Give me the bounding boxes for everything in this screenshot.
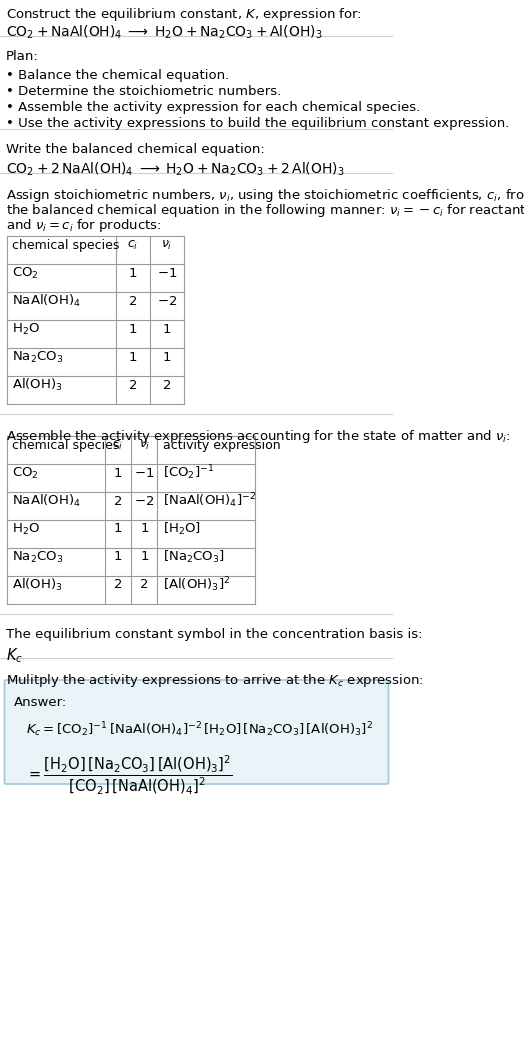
Text: 1: 1 <box>140 551 149 563</box>
Text: 1: 1 <box>129 322 137 336</box>
Text: $\mathrm{Na_2CO_3}$: $\mathrm{Na_2CO_3}$ <box>12 550 63 564</box>
Text: • Determine the stoichiometric numbers.: • Determine the stoichiometric numbers. <box>6 85 281 98</box>
Text: Mulitply the activity expressions to arrive at the $K_c$ expression:: Mulitply the activity expressions to arr… <box>6 672 424 689</box>
Text: • Use the activity expressions to build the equilibrium constant expression.: • Use the activity expressions to build … <box>6 117 509 130</box>
Text: $\mathrm{NaAl(OH)_4}$: $\mathrm{NaAl(OH)_4}$ <box>12 492 81 509</box>
Text: $\nu_i$: $\nu_i$ <box>139 438 150 452</box>
Text: $c_i$: $c_i$ <box>113 438 124 452</box>
Text: $-2$: $-2$ <box>134 495 155 507</box>
Text: and $\nu_i = c_i$ for products:: and $\nu_i = c_i$ for products: <box>6 217 161 234</box>
Text: $\mathrm{Na_2CO_3}$: $\mathrm{Na_2CO_3}$ <box>12 349 63 365</box>
Text: • Assemble the activity expression for each chemical species.: • Assemble the activity expression for e… <box>6 101 420 114</box>
Text: chemical species: chemical species <box>12 438 119 452</box>
Text: 2: 2 <box>162 378 171 392</box>
Text: Answer:: Answer: <box>14 696 67 709</box>
Text: 1: 1 <box>114 523 122 535</box>
Text: $\mathrm{CO_2 + 2\,NaAl(OH)_4 \;\longrightarrow\; H_2O + Na_2CO_3 + 2\,Al(OH)_3}: $\mathrm{CO_2 + 2\,NaAl(OH)_4 \;\longrig… <box>6 161 345 179</box>
Text: 2: 2 <box>140 579 149 591</box>
Text: $K_c$: $K_c$ <box>6 646 23 665</box>
Text: 1: 1 <box>114 467 122 480</box>
Text: $c_i$: $c_i$ <box>127 238 139 251</box>
Text: $K_c = [\mathrm{CO_2}]^{-1}\,[\mathrm{NaAl(OH)_4}]^{-2}\,[\mathrm{H_2O}]\,[\math: $K_c = [\mathrm{CO_2}]^{-1}\,[\mathrm{Na… <box>26 720 373 739</box>
Text: Assign stoichiometric numbers, $\nu_i$, using the stoichiometric coefficients, $: Assign stoichiometric numbers, $\nu_i$, … <box>6 187 524 204</box>
Text: 1: 1 <box>114 551 122 563</box>
Text: 1: 1 <box>162 322 171 336</box>
Text: $[\mathrm{CO_2}]^{-1}$: $[\mathrm{CO_2}]^{-1}$ <box>163 463 215 482</box>
Text: Assemble the activity expressions accounting for the state of matter and $\nu_i$: Assemble the activity expressions accoun… <box>6 428 511 445</box>
Text: $[\mathrm{Na_2CO_3}]$: $[\mathrm{Na_2CO_3}]$ <box>163 549 225 565</box>
Text: $-1$: $-1$ <box>134 467 155 480</box>
Text: $= \dfrac{[\mathrm{H_2O}]\,[\mathrm{Na_2CO_3}]\,[\mathrm{Al(OH)_3}]^2}{[\mathrm{: $= \dfrac{[\mathrm{H_2O}]\,[\mathrm{Na_2… <box>26 754 233 797</box>
Text: $\mathrm{Al(OH)_3}$: $\mathrm{Al(OH)_3}$ <box>12 577 63 593</box>
Text: $\mathrm{NaAl(OH)_4}$: $\mathrm{NaAl(OH)_4}$ <box>12 293 81 309</box>
Text: 1: 1 <box>129 350 137 364</box>
Text: 1: 1 <box>140 523 149 535</box>
Text: chemical species: chemical species <box>12 239 119 251</box>
Text: Plan:: Plan: <box>6 50 39 63</box>
Text: 1: 1 <box>129 266 137 279</box>
Text: Write the balanced chemical equation:: Write the balanced chemical equation: <box>6 143 265 156</box>
Text: activity expression: activity expression <box>163 438 281 452</box>
Text: $[\mathrm{NaAl(OH)_4}]^{-2}$: $[\mathrm{NaAl(OH)_4}]^{-2}$ <box>163 491 256 510</box>
Text: 1: 1 <box>162 350 171 364</box>
Text: 2: 2 <box>129 378 137 392</box>
Text: $\mathrm{CO_2}$: $\mathrm{CO_2}$ <box>12 465 39 481</box>
Text: $\nu_i$: $\nu_i$ <box>161 238 172 251</box>
Text: The equilibrium constant symbol in the concentration basis is:: The equilibrium constant symbol in the c… <box>6 628 422 641</box>
Text: • Balance the chemical equation.: • Balance the chemical equation. <box>6 69 229 82</box>
Text: $\mathrm{Al(OH)_3}$: $\mathrm{Al(OH)_3}$ <box>12 377 63 393</box>
Text: 2: 2 <box>114 579 122 591</box>
Text: $-2$: $-2$ <box>157 294 177 308</box>
Text: $\mathrm{CO_2 + NaAl(OH)_4 \;\longrightarrow\; H_2O + Na_2CO_3 + Al(OH)_3}$: $\mathrm{CO_2 + NaAl(OH)_4 \;\longrighta… <box>6 24 322 42</box>
Text: Construct the equilibrium constant, $K$, expression for:: Construct the equilibrium constant, $K$,… <box>6 6 362 23</box>
Text: the balanced chemical equation in the following manner: $\nu_i = -c_i$ for react: the balanced chemical equation in the fo… <box>6 202 524 219</box>
Text: $\mathrm{H_2O}$: $\mathrm{H_2O}$ <box>12 321 40 337</box>
Text: $\mathrm{H_2O}$: $\mathrm{H_2O}$ <box>12 522 40 536</box>
FancyBboxPatch shape <box>5 680 388 784</box>
Text: 2: 2 <box>114 495 122 507</box>
Text: 2: 2 <box>129 294 137 308</box>
Text: $\mathrm{CO_2}$: $\mathrm{CO_2}$ <box>12 265 39 281</box>
Text: $[\mathrm{Al(OH)_3}]^2$: $[\mathrm{Al(OH)_3}]^2$ <box>163 576 231 594</box>
Text: $[\mathrm{H_2O}]$: $[\mathrm{H_2O}]$ <box>163 521 202 537</box>
Text: $-1$: $-1$ <box>157 266 177 279</box>
